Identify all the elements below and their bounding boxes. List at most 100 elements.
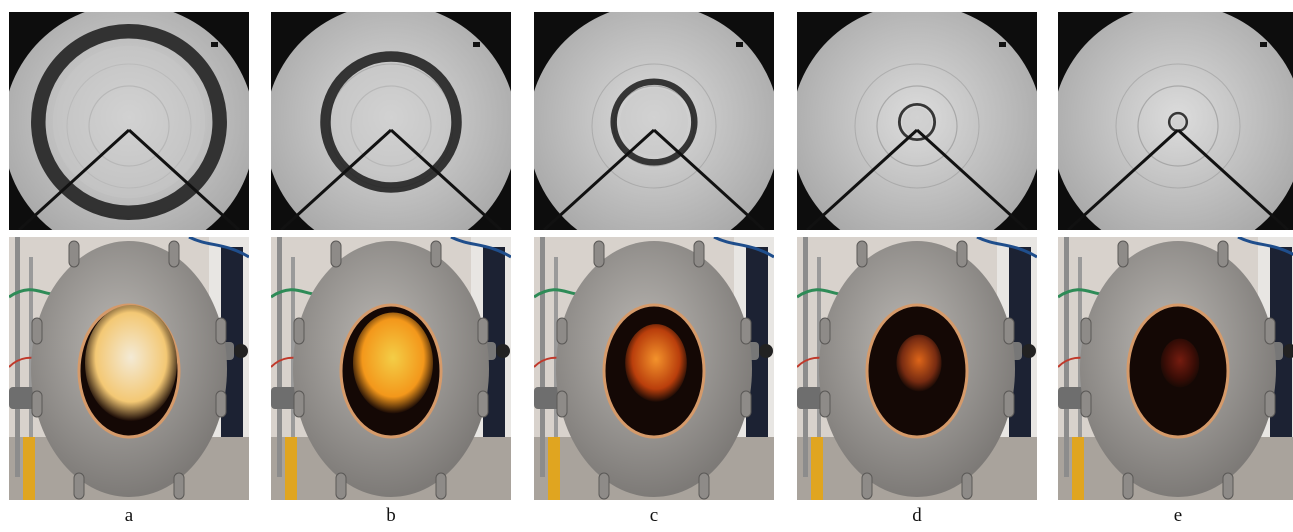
bolt [73,472,85,500]
bolt [215,317,227,345]
panel-label: a [124,505,134,526]
bolt [293,317,305,345]
bolt [1003,390,1015,418]
knob [1022,344,1036,358]
pipe [1078,257,1082,477]
electrode-right [389,128,503,230]
schlieren-image [1058,12,1293,230]
kernel-interior [52,45,206,199]
flame [1160,338,1200,388]
bolt [819,390,831,418]
ring [876,85,958,167]
panel-label: b [386,505,396,526]
pipe [817,257,821,477]
flame-kernel [31,24,227,220]
pipe [554,257,558,477]
electrode-left [1066,128,1180,230]
bolt [693,240,705,268]
pipe [29,257,33,477]
bolt [1217,240,1229,268]
flame [896,334,942,392]
bolt [956,240,968,268]
ring [1137,85,1219,167]
bolt [740,390,752,418]
stand [1072,437,1084,500]
bolt [477,390,489,418]
notch [1260,42,1267,47]
bolt [173,472,185,500]
bolt [1117,240,1129,268]
stand [548,437,560,500]
pipe [1064,237,1069,477]
bolt [1264,317,1276,345]
stand [285,437,297,500]
electrode-left [542,128,656,230]
schlieren-image [797,12,1037,230]
kernel-interior [1171,115,1185,129]
panel-label: e [1173,505,1183,526]
bolt [430,240,442,268]
bolt [819,317,831,345]
hose [976,237,1037,259]
equipment-cabinet [483,247,505,437]
bolt [556,317,568,345]
notch [211,42,218,47]
hose [450,237,511,259]
electrode-left [17,128,131,230]
bolt [477,317,489,345]
knob [759,344,773,358]
bolt [1003,317,1015,345]
stand [811,437,823,500]
notch [999,42,1006,47]
kernel-interior [335,66,447,178]
bolt [1122,472,1134,500]
bolt [1264,390,1276,418]
equipment-cabinet [1009,247,1031,437]
chamber-photo [1058,237,1293,500]
bolt [293,390,305,418]
stand [23,437,35,500]
bolt [31,317,43,345]
bolt [593,240,605,268]
notch [736,42,743,47]
bolt [740,317,752,345]
pipe [291,257,295,477]
bolt [215,390,227,418]
bolt [168,240,180,268]
ring [1115,63,1241,189]
pipe [540,237,545,477]
notch [473,42,480,47]
bolt [1080,317,1092,345]
bolt [68,240,80,268]
pipe [277,237,282,477]
flame [85,305,177,421]
equipment-cabinet [1270,247,1292,437]
chamber-photo [534,237,774,500]
knob [496,344,510,358]
chamber-photo [9,237,249,500]
panel-label: c [649,505,659,526]
electrode-right [652,128,766,230]
flame-kernel [320,51,462,193]
bolt [856,240,868,268]
schlieren-image [534,12,774,230]
kernel-interior [902,107,932,137]
pipe [15,237,20,477]
ring [854,63,980,189]
bolt [330,240,342,268]
pipe [803,237,808,477]
kernel-interior [620,88,688,156]
schlieren-image [271,12,511,230]
ring [591,63,717,189]
electrode-left [805,128,919,230]
bolt [335,472,347,500]
knob [234,344,248,358]
bolt [861,472,873,500]
bolt [698,472,710,500]
schlieren-image [9,12,249,230]
hose [188,237,249,259]
electrode-right [915,128,1029,230]
flame [625,324,687,402]
electrode-right [127,128,241,230]
bolt [435,472,447,500]
